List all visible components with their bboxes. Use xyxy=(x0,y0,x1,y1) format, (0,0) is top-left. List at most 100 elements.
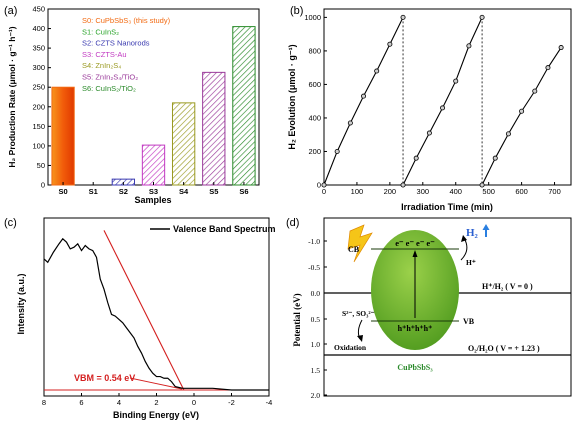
panel-a-y-tick-label: 450 xyxy=(32,5,45,14)
panel-a-legend-s0: S0: CuPbSbS₃ (this study) xyxy=(82,16,171,25)
lightning-icon xyxy=(347,224,373,263)
panel-b: (b) 0 200 400 600 800 1000 0 100 200 300 400 500 60… xyxy=(287,5,572,212)
excitation-arrowhead xyxy=(412,250,418,257)
panel-a-y-tick-label: 400 xyxy=(32,24,45,33)
cycle-2-point xyxy=(400,182,406,188)
bar-s6 xyxy=(232,26,256,186)
sacrificial-agent-label: S²⁻, SO₃²⁻ xyxy=(342,309,375,318)
panel-d-label: (d) xyxy=(286,217,299,229)
panel-d-y-ticks: -1.0 -0.5 0.0 0.5 1.0 1.5 2.0 xyxy=(308,237,327,400)
panel-a-y-axis-title: H₂ Production Rate (μmol · g⁻¹ h⁻¹) xyxy=(7,26,17,167)
panel-d-tick-05: 0.5 xyxy=(311,315,321,324)
panel-c-x-tick-label: -2 xyxy=(228,398,235,407)
panel-c-x-tick-label: 8 xyxy=(42,398,46,407)
o2-reference-label: O₂/H₂O ( V = + 1.23 ) xyxy=(468,344,540,353)
panel-b-y-tick-label: 1000 xyxy=(304,13,321,22)
panel-a-y-tick-label: 0 xyxy=(41,181,45,190)
oxidation-label: Oxidation xyxy=(334,343,367,352)
panel-a-y-tick-label: 350 xyxy=(32,44,45,53)
cycle-3-point xyxy=(505,131,511,137)
panel-d-y-axis-title: Potential (eV) xyxy=(292,293,302,346)
panel-b-label: (b) xyxy=(290,5,303,17)
material-label: CuPbSbS₃ xyxy=(397,363,433,372)
panel-b-x-tick-label: 400 xyxy=(449,187,462,196)
bar-s4 xyxy=(171,102,196,186)
panel-c-label: (c) xyxy=(4,217,17,229)
panel-c-x-tick-label: 4 xyxy=(117,398,121,407)
panel-b-y-tick-label: 400 xyxy=(308,113,321,122)
cycle-1-point xyxy=(374,68,380,74)
oxidation-arrowhead xyxy=(357,335,363,342)
panel-a-x-tick-label: S0 xyxy=(58,187,67,196)
reduction-arrowhead xyxy=(461,235,467,242)
holes-label: h⁺h⁺h⁺h⁺ xyxy=(398,324,433,333)
h2-reference-label: H⁺/H₂ ( V = 0 ) xyxy=(482,282,533,291)
panel-c-legend-label: Valence Band Spectrum xyxy=(173,224,276,234)
vb-label: VB xyxy=(463,317,475,326)
cycle-3-point xyxy=(532,88,538,94)
tangent-line xyxy=(103,230,185,391)
panel-d: (d) Potential (eV) -1.0 -0.5 0.0 0.5 1.0… xyxy=(286,217,572,400)
panel-b-x-tick-label: 200 xyxy=(384,187,397,196)
panel-b-y-tick-label: 800 xyxy=(308,46,321,55)
panel-a-y-tick-label: 300 xyxy=(32,63,45,72)
panel-a-bars xyxy=(51,26,256,186)
panel-b-x-tick-label: 300 xyxy=(417,187,430,196)
panel-b-y-tick-label: 200 xyxy=(308,147,321,156)
valence-band-curve xyxy=(43,237,269,391)
cycle-1-point xyxy=(387,41,393,47)
cycle-2-point xyxy=(479,14,485,20)
cycle-1-point xyxy=(361,93,367,99)
cycle-1-point xyxy=(400,14,406,20)
panel-b-x-axis-title: Irradiation Time (min) xyxy=(401,202,493,212)
bar-s3 xyxy=(141,144,166,186)
bar-s0 xyxy=(51,86,75,186)
panel-a-y-tick-label: 100 xyxy=(32,141,45,150)
panel-b-x-ticks: 0 100 200 300 400 500 600 700 xyxy=(322,182,561,196)
cycle-3-point xyxy=(492,155,498,161)
panel-a-x-tick-label: S5 xyxy=(209,187,218,196)
panel-a-y-tick-label: 200 xyxy=(32,102,45,111)
panel-c-x-tick-label: -4 xyxy=(266,398,273,407)
cycle-3-point xyxy=(519,108,525,114)
panel-a-x-tick-label: S1 xyxy=(89,187,98,196)
panel-a-x-tick-label: S6 xyxy=(239,187,248,196)
panel-b-series xyxy=(321,14,564,188)
panel-b-y-ticks: 0 200 400 600 800 1000 xyxy=(304,13,327,190)
panel-c-series xyxy=(43,237,269,391)
h2-up-arrow-icon xyxy=(482,224,490,237)
panel-c-x-tick-label: 6 xyxy=(79,398,83,407)
panel-a-legend: S0: CuPbSbS₃ (this study) S1: CuInS₂ S2: C… xyxy=(82,16,171,93)
cycle-2-point xyxy=(426,130,432,136)
cycle-2-point xyxy=(466,43,472,49)
panel-b-y-tick-label: 0 xyxy=(317,181,321,190)
panel-d-tick-0: 0.0 xyxy=(311,289,321,298)
cycle-1-point xyxy=(321,182,327,188)
cb-label: CB xyxy=(348,245,360,254)
h2-product-label: H₂ xyxy=(466,227,479,239)
panel-c-x-tick-label: 0 xyxy=(192,398,196,407)
panel-a-y-tick-label: 250 xyxy=(32,83,45,92)
cycle-2-point xyxy=(413,155,419,161)
panel-b-x-tick-label: 600 xyxy=(515,187,528,196)
panel-b-plot-frame xyxy=(323,8,572,186)
panel-c-x-tick-label: 2 xyxy=(154,398,158,407)
panel-a-y-tick-label: 150 xyxy=(32,122,45,131)
panel-a-legend-s5: S5: ZnIn₂S₄/TiO₂ xyxy=(82,73,138,82)
cycle-3-point xyxy=(479,182,485,188)
panel-a-x-axis-title: Samples xyxy=(134,195,171,205)
panel-a-y-tick-label: 50 xyxy=(37,161,45,170)
panel-b-x-tick-label: 700 xyxy=(548,187,561,196)
panel-b-x-tick-label: 100 xyxy=(351,187,364,196)
panel-c-x-ticks: 8 6 4 2 0 -2 -4 xyxy=(42,393,272,407)
panel-a-legend-s4: S4: ZnIn₂S₄ xyxy=(82,61,121,70)
panel-a-y-ticks: 0 50 100 150 200 250 300 350 400 450 xyxy=(32,5,51,190)
panel-a-x-tick-label: S2 xyxy=(119,187,128,196)
panel-c-x-axis-title: Binding Energy (eV) xyxy=(113,410,199,420)
vbm-pointer xyxy=(129,377,182,390)
panel-c-tangent xyxy=(44,230,269,391)
panel-a-x-tick-label: S4 xyxy=(179,187,189,196)
panel-d-tick-m1: -1.0 xyxy=(308,237,320,246)
cycle-2-point xyxy=(453,78,459,84)
